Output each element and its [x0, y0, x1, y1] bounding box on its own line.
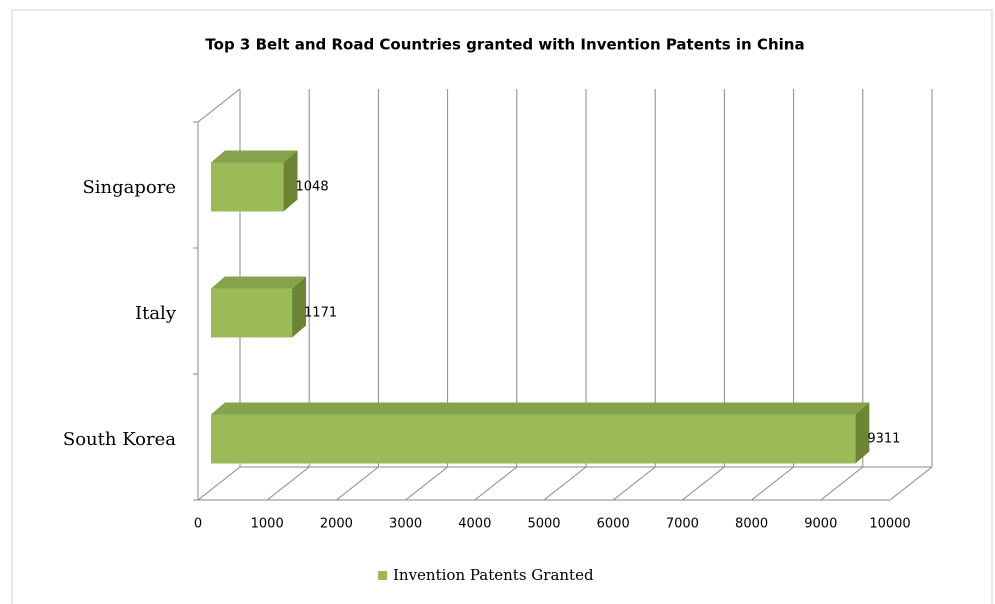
data-label: 1048 — [296, 180, 329, 195]
bar-side — [292, 276, 307, 338]
floor-grid-line — [682, 466, 725, 501]
floor-grid-line — [751, 466, 794, 501]
floor-grid-line — [336, 466, 379, 501]
bar-side — [855, 402, 870, 464]
x-tick-label: 5000 — [527, 517, 560, 532]
bar-side — [283, 150, 298, 212]
floor-grid-line — [474, 466, 518, 501]
floor-grid-line — [820, 466, 864, 501]
data-label: 1171 — [304, 306, 337, 321]
chart-title: Top 3 Belt and Road Countries granted wi… — [205, 36, 804, 54]
legend-label: Invention Patents Granted — [393, 566, 594, 584]
x-tick-label: 2000 — [320, 517, 353, 532]
x-tick-label: 8000 — [735, 517, 768, 532]
bar — [211, 162, 284, 212]
chart-frame — [11, 9, 993, 604]
x-tick-label: 10000 — [869, 517, 910, 532]
floor-grid-line — [543, 466, 587, 501]
bar-top — [211, 150, 298, 163]
floor-grid-line — [405, 466, 448, 501]
x-tick-label: 4000 — [458, 517, 491, 532]
x-tick-label: 3000 — [389, 517, 422, 532]
floor-grid-line — [889, 466, 933, 501]
bar — [211, 414, 856, 464]
side-wall-edge — [197, 88, 241, 123]
y-tick-label: South Korea — [63, 429, 176, 450]
floor-grid-line — [197, 466, 241, 501]
x-tick-label: 7000 — [666, 517, 699, 532]
floor-grid-line — [266, 466, 310, 501]
bar-top — [211, 276, 307, 289]
y-tick-label: Italy — [135, 303, 177, 324]
legend-swatch — [378, 571, 387, 580]
bar-top — [211, 402, 870, 415]
x-tick-label: 6000 — [597, 517, 630, 532]
data-label: 9311 — [867, 432, 900, 447]
x-tick-label: 9000 — [804, 517, 837, 532]
floor-grid-line — [612, 466, 656, 501]
y-tick-label: Singapore — [82, 177, 176, 198]
x-tick-label: 1000 — [251, 517, 284, 532]
x-tick-label: 0 — [194, 517, 202, 532]
bar — [211, 288, 293, 338]
